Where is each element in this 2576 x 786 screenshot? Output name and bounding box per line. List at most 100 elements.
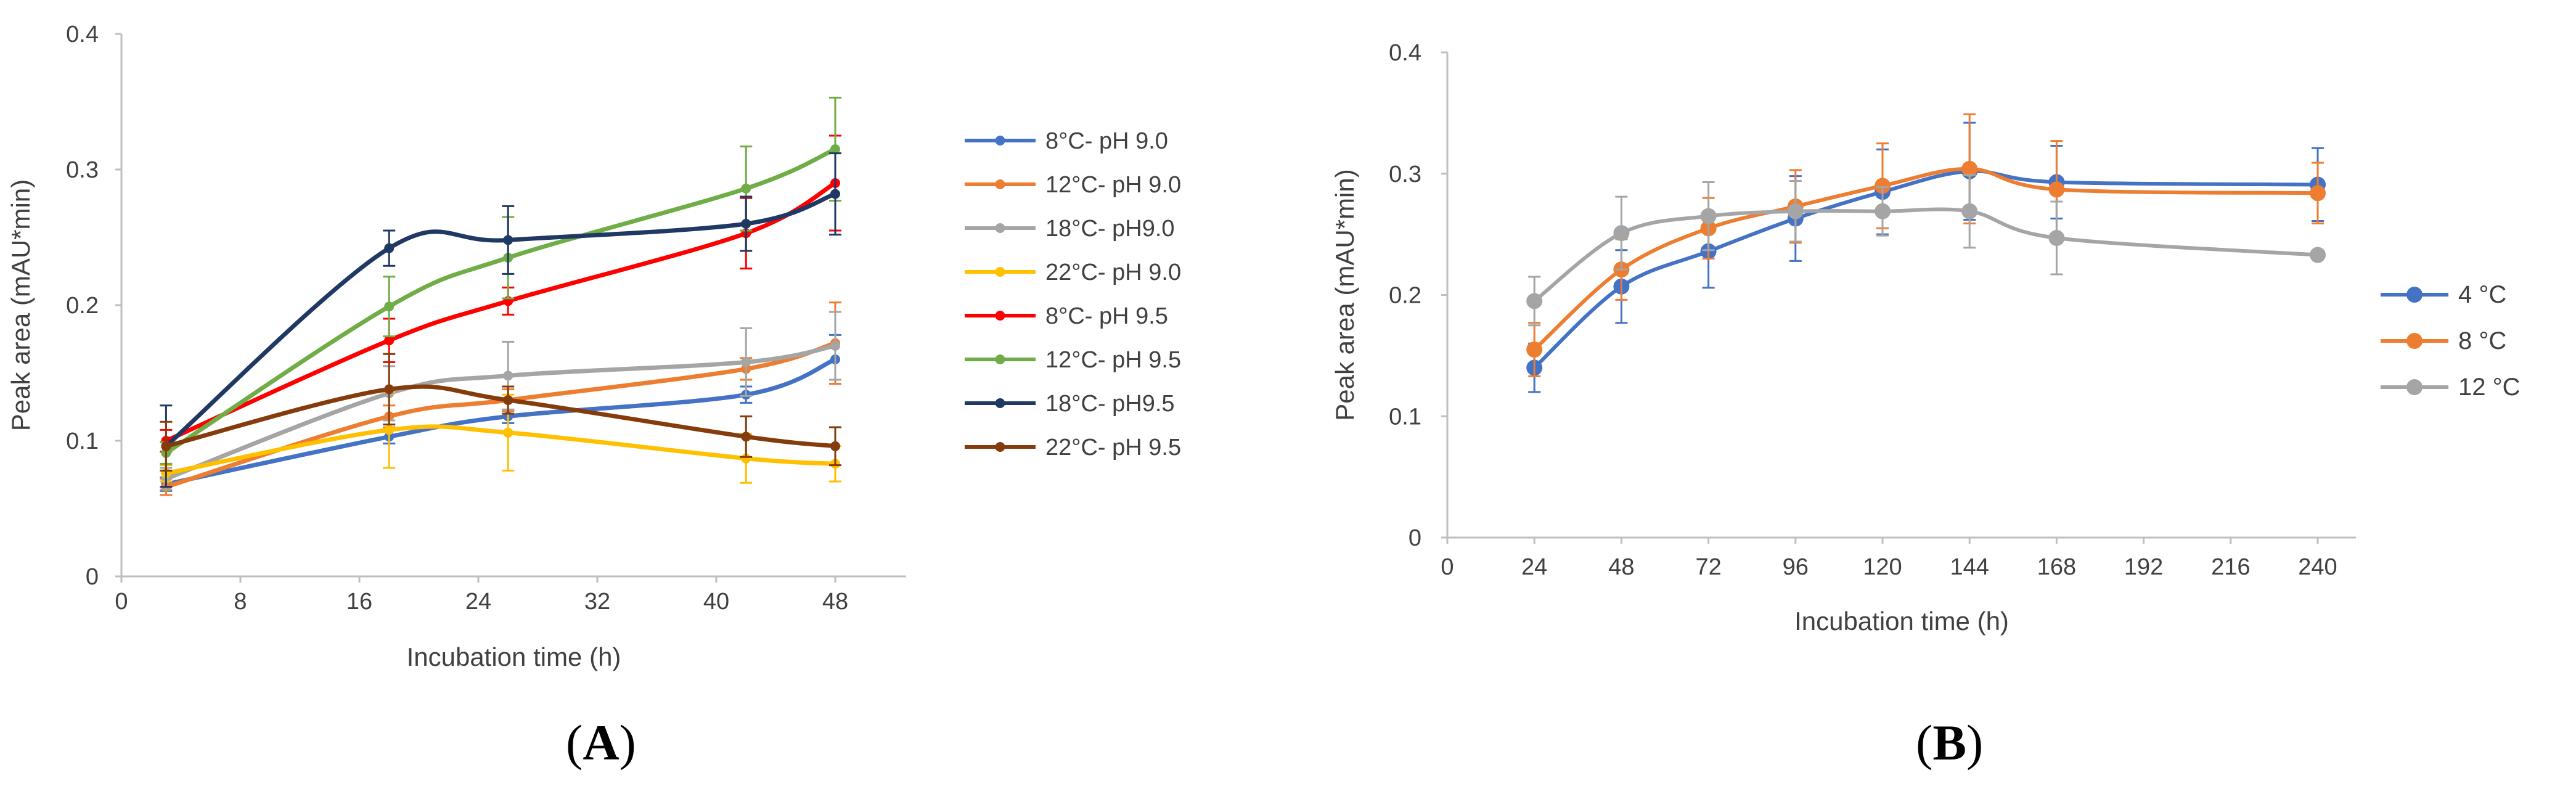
- legend-label: 4 °C: [2458, 281, 2506, 308]
- series-line: [1533, 169, 2318, 369]
- data-point: [741, 183, 751, 194]
- series-line: [1533, 166, 2318, 351]
- y-tick-label: 0.4: [1389, 40, 1421, 66]
- data-point: [503, 370, 513, 381]
- data-point: [1700, 208, 1717, 224]
- x-tick-label: 168: [2037, 554, 2076, 580]
- data-point: [503, 427, 513, 438]
- x-tick-label: 144: [1950, 554, 1989, 580]
- legend-label: 12 °C: [2458, 374, 2521, 401]
- x-axis-label: Incubation time (h): [407, 642, 621, 671]
- x-tick-label: 24: [1521, 554, 1547, 580]
- series-8: [160, 353, 841, 472]
- series-6: [160, 96, 841, 465]
- data-point: [503, 395, 513, 405]
- y-tick-label: 0.1: [66, 428, 99, 454]
- data-point: [384, 301, 395, 312]
- data-point: [384, 243, 395, 253]
- legend-marker: [995, 136, 1005, 145]
- legend-marker: [995, 442, 1005, 452]
- legend-item: 8°C- pH 9.0: [965, 128, 1168, 154]
- x-tick-label: 192: [2124, 554, 2163, 580]
- x-tick-label: 40: [703, 589, 729, 615]
- legend-label: 18°C- pH9.0: [1045, 216, 1175, 242]
- y-tick-label: 0.4: [66, 22, 99, 47]
- series-line: [165, 192, 836, 448]
- x-tick-label: 96: [1783, 554, 1809, 580]
- data-point: [384, 335, 395, 346]
- data-point: [830, 144, 840, 154]
- data-point: [503, 235, 513, 245]
- y-tick-label: 0: [86, 564, 99, 590]
- data-point: [2309, 247, 2326, 263]
- legend-item: 12°C- pH 9.5: [965, 347, 1181, 373]
- data-point: [384, 384, 395, 395]
- legend-marker: [995, 223, 1005, 233]
- y-tick-label: 0.2: [1389, 283, 1421, 309]
- data-point: [1874, 203, 1891, 219]
- x-axis-label: Incubation time (h): [1794, 607, 2009, 636]
- series-5: [160, 134, 841, 453]
- legend-item: 8 °C: [2381, 327, 2506, 354]
- data-point: [1874, 178, 1891, 194]
- x-tick-label: 240: [2298, 554, 2337, 580]
- data-point: [2048, 230, 2065, 247]
- y-tick-label: 0.2: [66, 293, 99, 319]
- data-point: [1961, 203, 1978, 219]
- x-tick-label: 72: [1695, 554, 1721, 580]
- data-point: [1961, 160, 1978, 177]
- legend-item: 4 °C: [2381, 281, 2506, 308]
- legend-marker: [2406, 287, 2423, 303]
- series-line: [1533, 207, 2318, 303]
- x-tick-label: 24: [465, 589, 491, 615]
- legend-marker: [995, 354, 1005, 364]
- series-2: [1526, 113, 2326, 377]
- legend-label: 8°C- pH 9.5: [1045, 303, 1168, 329]
- legend-marker: [2406, 333, 2423, 349]
- legend-item: 22°C- pH 9.5: [965, 435, 1181, 461]
- x-tick-label: 216: [2211, 554, 2250, 580]
- series-3: [1526, 174, 2326, 327]
- data-point: [830, 441, 840, 451]
- series-1: [1526, 121, 2326, 393]
- data-point: [1787, 203, 1804, 219]
- x-tick-label: 0: [1441, 554, 1454, 580]
- data-point: [2309, 185, 2326, 202]
- legend-item: 8°C- pH 9.5: [965, 303, 1168, 329]
- legend-label: 12°C- pH 9.5: [1045, 347, 1181, 373]
- data-point: [830, 341, 840, 351]
- data-point: [741, 357, 751, 367]
- legend-label: 22°C- pH 9.5: [1045, 435, 1181, 461]
- legend-label: 12°C- pH 9.0: [1045, 172, 1181, 198]
- y-axis-label: Peak area (mAU*min): [6, 179, 35, 431]
- data-point: [1526, 293, 1543, 309]
- x-tick-label: 120: [1863, 554, 1902, 580]
- panel-letter-a: A: [583, 714, 619, 771]
- x-tick-label: 8: [234, 589, 247, 615]
- data-point: [741, 432, 751, 442]
- legend-marker: [995, 398, 1005, 408]
- legend-label: 18°C- pH9.5: [1045, 391, 1175, 417]
- data-point: [1526, 342, 1543, 358]
- series-1: [160, 334, 841, 492]
- data-point: [2048, 181, 2065, 198]
- legend-item: 12 °C: [2381, 374, 2521, 401]
- x-tick-label: 16: [346, 589, 372, 615]
- chart-a: 0 8 16 24 32 40 48 0 0.1 0.2 0.3 0.4 Incubation time…: [6, 22, 1181, 671]
- legend-item: 12°C- pH 9.0: [965, 172, 1181, 198]
- legend-item: 18°C- pH9.5: [965, 391, 1175, 417]
- y-tick-label: 0.3: [1389, 162, 1421, 187]
- legend-label: 8°C- pH 9.0: [1045, 128, 1168, 154]
- data-point: [830, 189, 840, 199]
- legend-marker: [995, 179, 1005, 189]
- panel-label-b: (B): [1916, 714, 1984, 771]
- legend-marker: [2406, 379, 2423, 395]
- legend-label: 8 °C: [2458, 327, 2506, 354]
- y-axis-label: Peak area (mAU*min): [1330, 169, 1359, 420]
- legend-label: 22°C- pH 9.0: [1045, 260, 1181, 285]
- chart-b: 0 24 48 72 96 120 144 168 192 216 240 0 0.1 0.2 0.3 0.4…: [1330, 40, 2521, 636]
- x-tick-label: 0: [115, 589, 128, 615]
- x-tick-label: 32: [584, 589, 610, 615]
- x-tick-label: 48: [1608, 554, 1634, 580]
- data-point: [741, 453, 751, 464]
